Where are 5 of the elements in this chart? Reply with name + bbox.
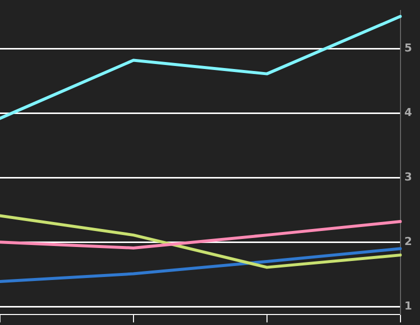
y-tick-label: 4	[404, 106, 412, 120]
y-tick-label: 1	[404, 300, 412, 313]
y-tick-label: 3	[404, 170, 412, 184]
y-tick-label: 5	[404, 42, 412, 55]
y-tick-label: 2	[404, 235, 412, 248]
